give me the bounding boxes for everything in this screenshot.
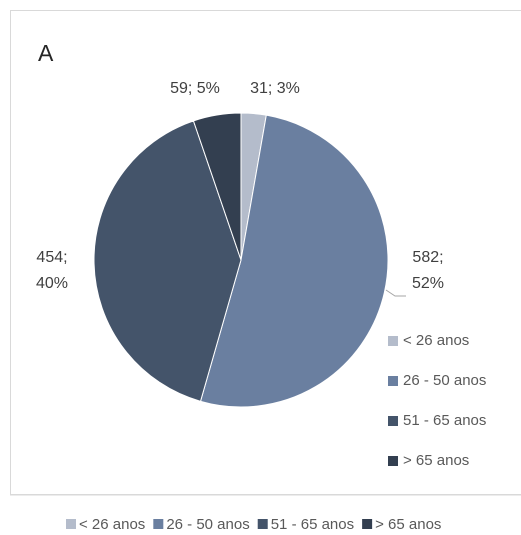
legend-swatch [362,519,373,529]
legend-swatch [388,456,398,466]
chart-title: A [38,40,54,66]
data-label: 582; 52% [412,249,444,292]
pie-slice [199,114,389,408]
data-label: 31; 3% [250,80,300,97]
pie-slice [93,120,242,402]
legend-label: 51 - 65 anos [403,412,486,429]
legend-swatch [388,376,398,386]
legend-label: > 65 anos [375,516,441,533]
legend-swatch [388,416,398,426]
legend-label: 26 - 50 anos [403,372,486,389]
legend-label: > 65 anos [403,452,469,469]
legend-swatch [153,519,164,529]
legend-swatch [257,519,268,529]
legend-swatch [388,336,398,346]
legend-label: < 26 anos [403,332,469,349]
legend-label: < 26 anos [79,516,145,533]
data-label: 454; 40% [36,249,68,292]
pie-slice [192,112,242,261]
legend-swatch [66,519,76,529]
legend-label: 26 - 50 anos [166,516,249,533]
legend-label: 51 - 65 anos [271,516,354,533]
leader-line [385,289,406,297]
data-label: 59; 5% [170,80,220,97]
